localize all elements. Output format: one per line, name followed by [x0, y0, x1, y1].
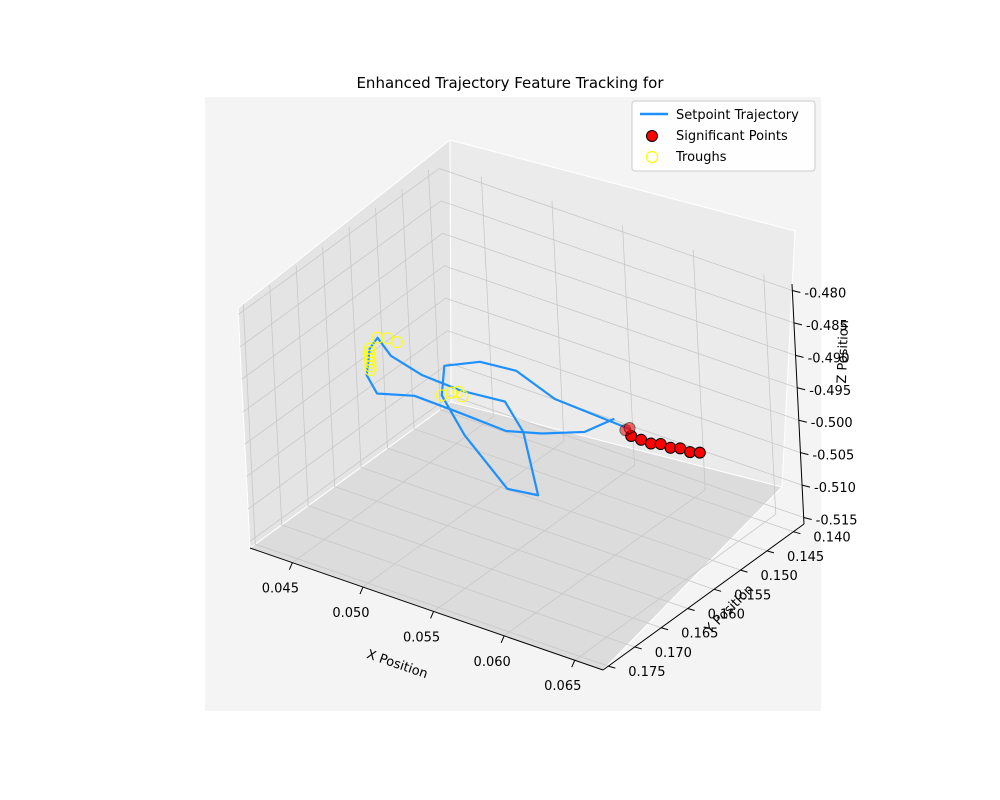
significant-point-5 — [674, 442, 687, 455]
legend-marker-troughs — [645, 150, 659, 164]
z-tick-label-1: -0.485 — [806, 319, 848, 334]
y-gridline-1 — [401, 188, 768, 552]
y-tick-mark-4 — [687, 608, 695, 612]
z-tick-mark-5 — [800, 452, 809, 456]
y-gridline-7 — [242, 304, 609, 667]
data-layer — [363, 331, 706, 497]
x-tick-mark-4 — [571, 660, 576, 668]
z-tick-mark-4 — [798, 419, 807, 423]
x-gridline-4 — [574, 274, 777, 661]
significant-point-1 — [635, 433, 648, 446]
z-tick-label-6: -0.510 — [814, 481, 856, 496]
legend-marker-significant — [646, 130, 658, 142]
x-tick-label-0: 0.045 — [262, 582, 299, 597]
x-tick-label-3: 0.060 — [474, 655, 511, 670]
y-tick-mark-2 — [740, 569, 748, 573]
z-tick-label-2: -0.490 — [808, 351, 850, 366]
trough-point-1 — [445, 386, 458, 399]
tick-labels: 0.045 0.050 0.055 0.060 0.065 0.140 0.145 0.150… — [262, 286, 858, 694]
z-axis-label: Z Position — [835, 320, 852, 384]
trough-point-0 — [435, 389, 448, 402]
x-gridline-1 — [362, 201, 565, 588]
y-tick-mark-5 — [661, 627, 669, 631]
trough-point-3 — [456, 390, 469, 403]
significant-point-3 — [654, 438, 667, 451]
z-tick-mark-7 — [803, 517, 812, 520]
legend: Setpoint Trajectory Significant Points T… — [631, 100, 816, 172]
z-tick-mark-0 — [792, 290, 801, 293]
significant-point-9 — [623, 421, 636, 434]
z-tick-label-5: -0.505 — [812, 449, 854, 464]
x-tick-mark-0 — [288, 562, 293, 570]
z-gridline-2 — [241, 232, 796, 380]
x-tick-label-4: 0.065 — [544, 679, 581, 694]
z-gridline-4 — [244, 297, 799, 445]
x-axis-line — [249, 547, 604, 671]
z-gridline-1 — [239, 200, 795, 348]
y-tick-label-7: 0.175 — [628, 665, 665, 680]
y-gridline-5 — [295, 265, 662, 629]
legend-label-trajectory: Setpoint Trajectory — [676, 108, 799, 123]
y-gridline-0 — [428, 169, 794, 533]
trough-point-11 — [364, 356, 377, 369]
legend-label-troughs: Troughs — [675, 150, 727, 165]
trajectory-line — [365, 336, 632, 497]
z-tick-mark-1 — [793, 322, 803, 326]
legend-box — [631, 100, 816, 172]
x-gridline-0 — [292, 176, 494, 563]
z-gridline-0 — [238, 168, 793, 315]
grid-lines — [238, 168, 804, 667]
trough-point-12 — [364, 360, 377, 373]
y-tick-mark-1 — [766, 550, 775, 554]
z-tick-mark-6 — [801, 484, 811, 488]
z-gridline-7 — [249, 395, 804, 542]
y-tick-mark-6 — [634, 646, 642, 650]
y-gridline-4 — [322, 246, 688, 609]
z-tick-mark-2 — [795, 354, 804, 358]
y-tick-mark-7 — [608, 665, 616, 669]
y-tick-label-0: 0.140 — [813, 531, 850, 546]
y-tick-label-1: 0.145 — [787, 550, 824, 565]
y-tick-label-5: 0.165 — [681, 627, 718, 642]
axis-lines — [249, 283, 812, 671]
y-tick-label-6: 0.170 — [655, 646, 692, 661]
z-axis-line — [791, 283, 805, 525]
x-tick-label-1: 0.050 — [332, 606, 369, 621]
z-tick-label-0: -0.480 — [804, 286, 846, 301]
trough-point-4 — [371, 331, 384, 344]
legend-label-significant: Significant Points — [676, 129, 788, 144]
x-tick-label-2: 0.055 — [403, 630, 440, 645]
y-axis-line — [602, 523, 805, 671]
z-tick-label-4: -0.500 — [811, 416, 853, 431]
x-gridline-2 — [433, 225, 635, 612]
z-tick-label-3: -0.495 — [809, 384, 851, 399]
trough-point-6 — [391, 335, 404, 349]
y-gridline-3 — [348, 227, 715, 590]
y-tick-mark-0 — [793, 531, 801, 535]
x-gridline-3 — [503, 249, 706, 637]
significant-point-7 — [693, 446, 706, 459]
x-tick-mark-3 — [500, 635, 505, 644]
z-gridline-3 — [242, 265, 798, 413]
y-tick-label-2: 0.150 — [761, 569, 798, 584]
trough-point-13 — [364, 363, 377, 377]
x-tick-mark-2 — [430, 611, 435, 619]
y-tick-label-3: 0.155 — [734, 588, 771, 603]
y-tick-label-4: 0.160 — [708, 608, 745, 623]
z-tick-mark-3 — [797, 387, 806, 391]
y-tick-mark-3 — [713, 588, 722, 592]
z-gridline-5 — [246, 330, 801, 477]
chart-title: Enhanced Trajectory Feature Tracking for — [356, 74, 664, 92]
x-tick-mark-1 — [359, 586, 364, 595]
y-gridline-2 — [375, 208, 741, 571]
trough-point-2 — [452, 385, 465, 398]
y-gridline-6 — [269, 284, 635, 648]
z-tick-label-7: -0.515 — [816, 514, 858, 529]
